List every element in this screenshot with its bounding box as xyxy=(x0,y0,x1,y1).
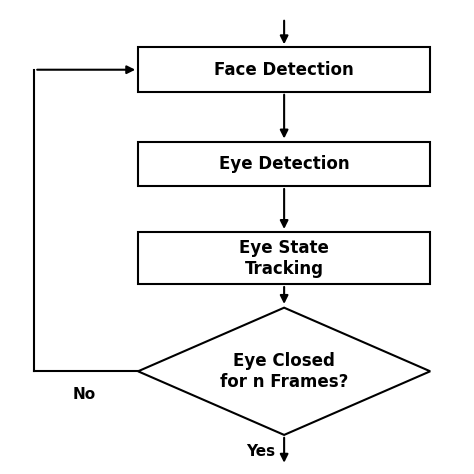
FancyBboxPatch shape xyxy=(138,232,430,284)
Text: No: No xyxy=(73,387,95,402)
Text: Eye State
Tracking: Eye State Tracking xyxy=(239,239,329,278)
FancyBboxPatch shape xyxy=(138,47,430,92)
FancyBboxPatch shape xyxy=(138,142,430,186)
Text: Yes: Yes xyxy=(246,444,275,459)
Text: Eye Detection: Eye Detection xyxy=(219,155,349,173)
Text: Face Detection: Face Detection xyxy=(214,61,354,79)
Polygon shape xyxy=(138,308,430,435)
Text: Eye Closed
for n Frames?: Eye Closed for n Frames? xyxy=(220,352,348,391)
